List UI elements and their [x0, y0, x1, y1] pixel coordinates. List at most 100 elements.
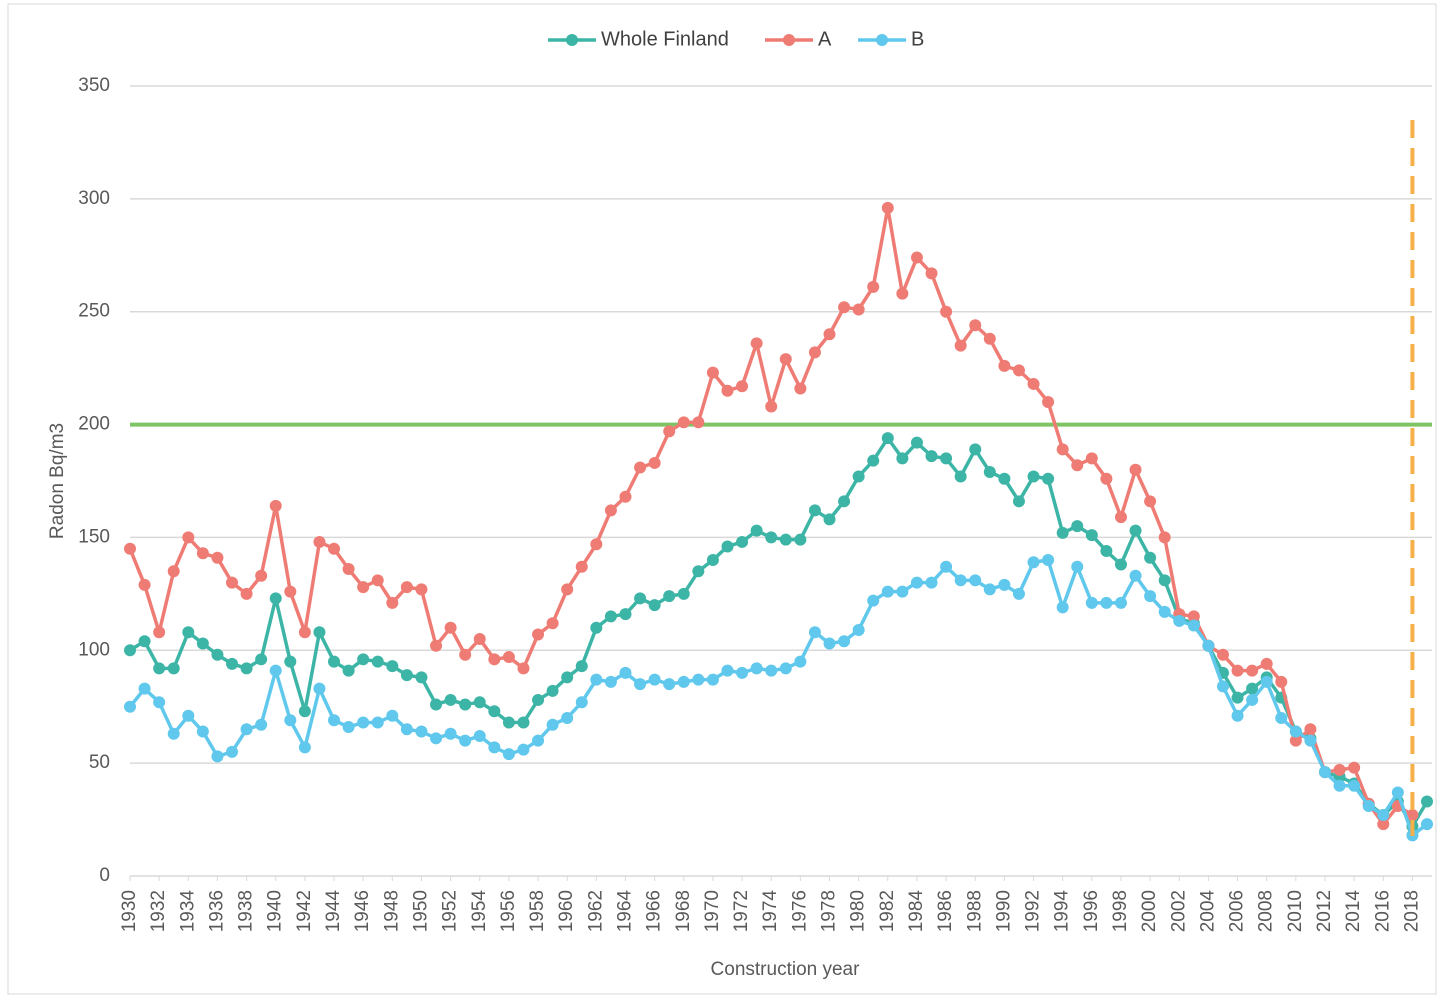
data-point: [1289, 734, 1302, 747]
data-point: [502, 748, 515, 761]
data-point: [954, 470, 967, 483]
data-point: [1275, 675, 1288, 688]
data-point: [983, 332, 996, 345]
x-tick-label: 1940: [265, 890, 286, 932]
y-axis-label: Radon Bq/m3: [47, 423, 68, 539]
data-point: [940, 560, 953, 573]
legend-marker: [566, 34, 578, 46]
data-point: [1362, 800, 1375, 813]
data-point: [124, 644, 136, 657]
data-point: [357, 581, 370, 594]
x-tick-label: 2016: [1372, 890, 1393, 932]
data-point: [1071, 459, 1084, 472]
data-point: [765, 531, 778, 544]
data-point: [444, 693, 457, 706]
data-point: [240, 662, 253, 675]
y-tick-label: 50: [89, 752, 110, 773]
x-tick-label: 1966: [644, 890, 665, 932]
data-point: [1012, 364, 1025, 377]
data-point: [1129, 463, 1142, 476]
x-tick-label: 1980: [848, 890, 869, 932]
data-point: [750, 662, 763, 675]
data-point: [430, 732, 443, 745]
data-point: [211, 648, 224, 661]
data-point: [269, 664, 282, 677]
data-point: [692, 565, 705, 578]
data-point: [1231, 709, 1244, 722]
data-point: [1231, 664, 1244, 677]
data-point: [983, 583, 996, 596]
x-tick-label: 2010: [1285, 890, 1306, 932]
x-tick-label: 1960: [556, 890, 577, 932]
data-point: [1173, 614, 1186, 627]
data-point: [357, 653, 370, 666]
data-point: [473, 730, 486, 743]
data-point: [1158, 605, 1171, 618]
data-point: [546, 718, 559, 731]
x-tick-label: 1948: [381, 890, 402, 932]
data-point: [430, 639, 443, 652]
data-point: [532, 693, 545, 706]
data-point: [1114, 558, 1127, 571]
data-point: [1144, 495, 1157, 508]
data-point: [1377, 809, 1390, 822]
data-point: [910, 436, 923, 449]
data-point: [881, 432, 894, 445]
data-point: [400, 723, 413, 736]
data-point: [648, 673, 661, 686]
data-point: [1377, 818, 1390, 831]
data-point: [1304, 734, 1317, 747]
data-point: [415, 725, 428, 738]
data-point: [575, 696, 588, 709]
data-point: [313, 682, 326, 695]
data-point: [1085, 529, 1098, 542]
data-point: [459, 734, 472, 747]
data-point: [124, 542, 136, 555]
x-tick-label: 1934: [177, 890, 198, 933]
data-point: [167, 565, 180, 578]
data-point: [969, 574, 982, 587]
data-point: [969, 319, 982, 332]
x-tick-label: 2002: [1168, 890, 1189, 932]
data-point: [153, 662, 166, 675]
data-point: [313, 626, 326, 639]
data-point: [167, 727, 180, 740]
data-point: [138, 635, 151, 648]
data-point: [808, 346, 821, 359]
data-point: [400, 669, 413, 682]
data-point: [1348, 779, 1361, 792]
data-point: [823, 328, 836, 341]
data-point: [1318, 766, 1331, 779]
data-point: [342, 721, 355, 734]
data-point: [386, 709, 399, 722]
data-point: [925, 267, 938, 280]
data-point: [881, 585, 894, 598]
x-tick-label: 1946: [352, 890, 373, 932]
data-point: [1100, 472, 1113, 485]
data-point: [677, 587, 690, 600]
chart-border: [7, 3, 1437, 995]
data-point: [473, 633, 486, 645]
x-tick-label: 1984: [906, 890, 927, 933]
data-point: [153, 626, 166, 639]
data-point: [153, 696, 166, 709]
x-tick-label: 1968: [673, 890, 694, 932]
data-point: [1231, 691, 1244, 704]
data-point: [1071, 560, 1084, 573]
data-point: [925, 450, 938, 463]
data-point: [269, 499, 282, 512]
data-point: [823, 513, 836, 526]
data-point: [969, 443, 982, 456]
data-point: [430, 698, 443, 711]
data-point: [1348, 761, 1361, 774]
x-tick-label: 1998: [1110, 890, 1131, 932]
y-tick-label: 200: [78, 414, 110, 435]
legend-label: Whole Finland: [601, 28, 729, 50]
data-point: [196, 547, 209, 560]
data-point: [808, 504, 821, 517]
data-point: [867, 454, 880, 467]
data-point: [400, 581, 413, 594]
x-tick-label: 1976: [789, 890, 810, 932]
data-point: [721, 384, 734, 397]
data-point: [1042, 472, 1055, 485]
